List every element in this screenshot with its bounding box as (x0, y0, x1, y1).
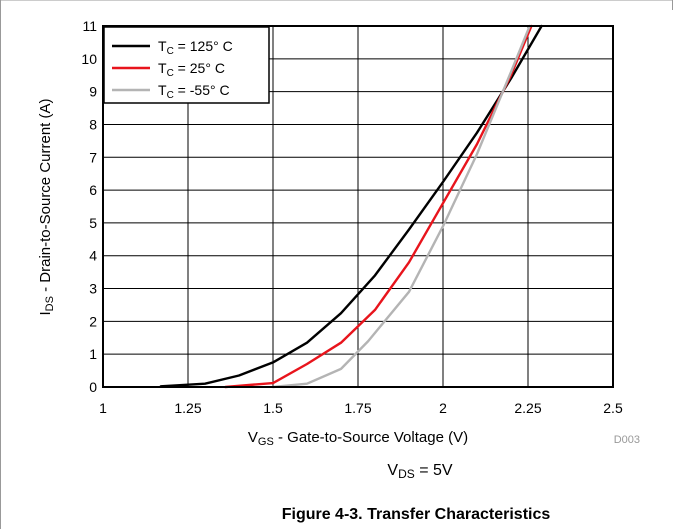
y-tick-label: 4 (89, 248, 97, 264)
legend: TC = 125° C TC = 25° C TC = -55° C (103, 26, 270, 104)
y-tick-label: 11 (82, 18, 97, 34)
legend-label-0: TC = 125° C (158, 38, 233, 57)
x-tick-label: 1.5 (263, 400, 283, 416)
figure-code: D003 (614, 434, 640, 446)
plot-area-border (102, 25, 614, 388)
y-axis-label: IDS - Drain-to-Source Current (A) (37, 98, 56, 315)
y-tick-label: 5 (89, 215, 97, 231)
vds-condition-note: VDS = 5V (387, 462, 452, 481)
y-tick-label: 10 (81, 51, 97, 67)
x-axis-label: VGS - Gate-to-Source Voltage (V) (248, 429, 468, 448)
series-line-1 (224, 24, 533, 389)
y-tick-label: 1 (89, 346, 97, 362)
y-tick-label: 6 (89, 182, 97, 198)
figure-caption: Figure 4-3. Transfer Characteristics (282, 506, 551, 523)
x-tick-label: 1 (99, 400, 107, 416)
grid (103, 26, 613, 387)
y-tick-label: 3 (89, 281, 97, 297)
y-tick-label: 0 (89, 379, 97, 395)
x-tick-label: 2.5 (603, 400, 623, 416)
y-tick-label: 2 (89, 313, 97, 329)
series-group (159, 24, 543, 389)
x-tick-label: 2.25 (514, 400, 541, 416)
x-tick-label: 1.75 (344, 400, 371, 416)
y-tick-label: 8 (89, 116, 97, 132)
legend-label-1: TC = 25° C (158, 60, 225, 79)
legend-label-2: TC = -55° C (158, 82, 230, 101)
series-line-0 (159, 24, 543, 388)
series-line-2 (271, 24, 531, 389)
y-tick-label: 7 (89, 149, 97, 165)
x-tick-label: 2 (439, 400, 447, 416)
y-tick-label: 9 (89, 84, 97, 100)
x-tick-label: 1.25 (174, 400, 201, 416)
